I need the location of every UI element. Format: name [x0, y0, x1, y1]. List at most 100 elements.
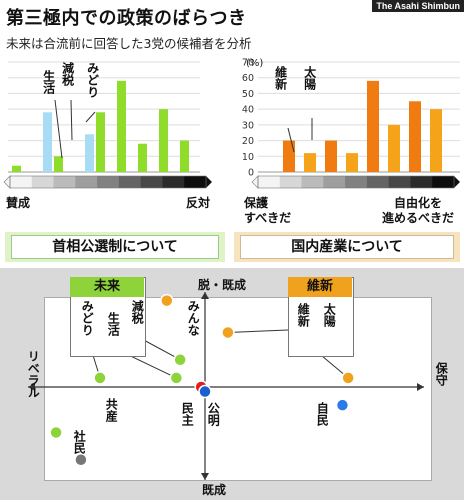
right-bar-yellow: [388, 124, 400, 172]
map-point: [173, 352, 187, 367]
right-scale-segment: [279, 176, 303, 188]
right-ytick: 60: [242, 73, 254, 84]
right-scale-segment: [323, 176, 346, 188]
right-scale-segment: [410, 176, 433, 188]
left-scale-segment: [75, 176, 98, 188]
right-bar-chart: 0 10 20 30 40 50 60 70: [242, 58, 460, 179]
map-label-ishin: 維新: [296, 303, 311, 327]
right-ytick: 20: [242, 136, 254, 147]
right-scale-segment: [258, 176, 281, 188]
right-ytick: 30: [242, 120, 254, 131]
left-bar-blue: [43, 112, 52, 172]
tab-right: 国内産業について: [234, 232, 460, 262]
map-points: [49, 293, 355, 467]
map-label-minna: みんな: [186, 300, 201, 336]
map-label-midori: みどり: [80, 300, 95, 336]
right-ytick: 40: [242, 105, 254, 116]
map-y-arrow-top: [201, 292, 209, 299]
label-genzei: 減税: [60, 62, 75, 86]
map-label-taiyo: 太陽: [322, 303, 337, 327]
label-midori: みどり: [85, 62, 100, 98]
map-point: [221, 325, 235, 340]
map-label-komei: 公明: [206, 402, 221, 426]
map-label-seikatsu: 生活: [106, 312, 121, 336]
right-scale-segment: [388, 176, 411, 188]
credit-badge: The Asahi Shimbun: [372, 0, 464, 12]
left-scale-segment: [162, 176, 185, 188]
left-bar-green: [159, 109, 168, 172]
left-no-label: 反対: [186, 196, 211, 210]
left-scale-segment: [184, 176, 207, 188]
right-free-label-2: 進めるべきだ: [382, 211, 455, 225]
map-point: [335, 398, 350, 412]
right-ytick: 0: [248, 168, 254, 179]
pct-label: (%): [246, 58, 264, 69]
map-leader: [139, 337, 181, 361]
map-left-label: リベラル: [26, 350, 41, 398]
right-bar-orange: [325, 140, 337, 172]
map-leader: [227, 329, 289, 333]
bar-charts: 0 10 20 30 40 50 60 70: [3, 58, 460, 189]
right-scale-arrow-right: [454, 176, 460, 188]
left-bar-green: [138, 143, 147, 172]
map-y-arrow-bottom: [201, 473, 209, 480]
leader-seikatsu: [54, 99, 63, 159]
map-point: [341, 371, 355, 385]
label-seikatsu: 生活: [41, 70, 56, 94]
left-bar-green: [117, 80, 126, 172]
map-top-label: 脱・既成: [198, 278, 247, 292]
page-title: 第三極内での政策のばらつき: [6, 8, 247, 29]
right-ytick: 50: [242, 89, 254, 100]
right-free-label-1: 自由化を: [394, 196, 443, 210]
left-scale-segment: [10, 176, 33, 188]
map-label-kyosan: 共産: [104, 398, 119, 422]
map-point: [198, 384, 212, 399]
left-yes-label: 賛成: [6, 196, 31, 210]
left-scale-segment: [97, 176, 120, 188]
map-point: [49, 425, 63, 440]
map-point: [93, 371, 107, 385]
right-scale-segment: [432, 176, 455, 188]
left-scale-segment: [140, 176, 163, 188]
left-bar-blue: [85, 134, 94, 172]
left-scale-segment: [31, 176, 55, 188]
left-bar-green: [96, 112, 105, 172]
right-ytick: 10: [242, 152, 254, 163]
mirai-box-title: 未来: [70, 277, 144, 297]
right-scale-segment: [345, 176, 368, 188]
page-subtitle: 未来は合流前に回答した3党の候補者を分析: [6, 36, 252, 51]
right-protect-label-1: 保護: [244, 196, 269, 210]
right-protect-label-2: すべきだ: [244, 211, 292, 225]
right-ytick: 70: [242, 58, 254, 69]
left-bar-green: [180, 140, 189, 172]
map-point: [160, 293, 174, 308]
map-bottom-label: 既成: [202, 483, 227, 497]
tab-left: 首相公選制について: [5, 232, 225, 262]
map-point: [74, 452, 88, 467]
right-bar-yellow: [430, 109, 442, 172]
map-point: [169, 371, 184, 385]
leader-genzei: [70, 99, 73, 141]
tab-left-label: 首相公選制について: [11, 235, 219, 259]
right-scale-frame: [257, 175, 455, 189]
map-x-arrow-left: [28, 383, 35, 391]
map-right-label: 保守: [434, 362, 449, 386]
right-bar-orange: [367, 80, 379, 172]
left-scale-frame: [9, 175, 207, 189]
left-bar-green: [12, 165, 21, 172]
left-scale-segment: [53, 176, 76, 188]
map-x-arrow-right: [417, 383, 424, 391]
map-label-jimin: 自民: [315, 402, 330, 426]
right-bar-orange: [283, 140, 295, 172]
map-label-genzei: 減税: [130, 300, 145, 324]
scale-bars: [3, 175, 460, 189]
leader-ishin: [287, 127, 295, 153]
label-ishin: 維新: [273, 66, 288, 90]
left-scale-arrow-right: [206, 176, 212, 188]
right-bar-yellow: [346, 153, 358, 172]
left-bar-green: [54, 156, 63, 172]
right-bar-yellow: [304, 153, 316, 172]
map-label-minshu: 民主: [180, 402, 195, 426]
